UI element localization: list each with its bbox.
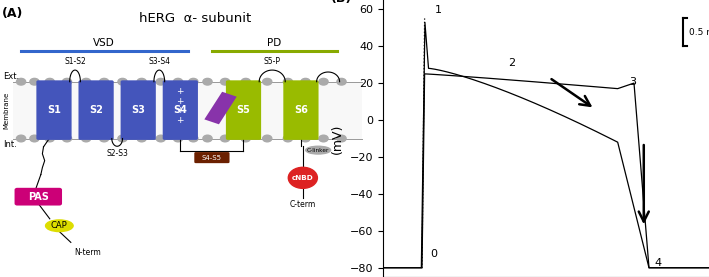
Circle shape <box>220 135 230 142</box>
Text: PAS: PAS <box>28 192 49 202</box>
Circle shape <box>137 78 146 85</box>
Text: S3-S4: S3-S4 <box>148 57 170 66</box>
Circle shape <box>262 135 272 142</box>
FancyBboxPatch shape <box>226 80 261 140</box>
Bar <box>13 82 362 138</box>
Text: cNBD: cNBD <box>292 175 313 181</box>
Text: S5-P: S5-P <box>264 57 281 66</box>
Text: PD: PD <box>267 39 281 48</box>
FancyBboxPatch shape <box>79 80 113 140</box>
Circle shape <box>82 78 91 85</box>
Ellipse shape <box>45 220 73 232</box>
Circle shape <box>289 167 318 188</box>
Text: S5: S5 <box>237 105 250 115</box>
Circle shape <box>220 78 230 85</box>
Circle shape <box>62 135 72 142</box>
FancyBboxPatch shape <box>163 80 198 140</box>
Text: Ext.: Ext. <box>3 72 19 81</box>
FancyBboxPatch shape <box>194 152 230 163</box>
Circle shape <box>174 135 183 142</box>
Text: S6: S6 <box>294 105 308 115</box>
Circle shape <box>319 78 328 85</box>
Text: +: + <box>177 106 184 115</box>
Circle shape <box>99 78 108 85</box>
Text: VSD: VSD <box>92 39 114 48</box>
Circle shape <box>262 78 272 85</box>
Circle shape <box>189 135 198 142</box>
Circle shape <box>301 78 310 85</box>
Text: Int.: Int. <box>3 140 17 149</box>
Text: C-linker: C-linker <box>307 148 330 153</box>
Circle shape <box>30 78 39 85</box>
Text: 4: 4 <box>654 258 661 268</box>
Polygon shape <box>204 92 237 124</box>
Circle shape <box>118 135 127 142</box>
Circle shape <box>99 135 108 142</box>
Circle shape <box>156 78 165 85</box>
Text: 1: 1 <box>435 5 442 15</box>
Text: C-term: C-term <box>290 200 316 209</box>
Text: S2-S3: S2-S3 <box>106 149 128 158</box>
Text: 3: 3 <box>630 77 637 87</box>
Text: S1: S1 <box>47 105 61 115</box>
Circle shape <box>137 135 146 142</box>
Circle shape <box>189 78 198 85</box>
Circle shape <box>337 78 346 85</box>
Text: (A): (A) <box>2 7 23 20</box>
Text: (B): (B) <box>330 0 352 5</box>
Text: hERG  α- subunit: hERG α- subunit <box>139 12 252 25</box>
Text: N-term: N-term <box>74 248 101 257</box>
Circle shape <box>337 135 346 142</box>
Text: 2: 2 <box>508 58 515 68</box>
Circle shape <box>118 78 127 85</box>
Text: S4: S4 <box>174 105 187 115</box>
Circle shape <box>30 135 39 142</box>
Text: S2: S2 <box>89 105 103 115</box>
Circle shape <box>156 135 165 142</box>
Circle shape <box>203 78 212 85</box>
Text: S1-S2: S1-S2 <box>65 57 86 66</box>
Circle shape <box>319 135 328 142</box>
Circle shape <box>284 135 293 142</box>
Text: CAP: CAP <box>51 221 68 230</box>
Circle shape <box>174 78 183 85</box>
Text: +: + <box>177 87 184 96</box>
Y-axis label: (mV): (mV) <box>331 123 344 154</box>
FancyBboxPatch shape <box>284 80 318 140</box>
Circle shape <box>241 78 250 85</box>
Text: Membrane: Membrane <box>3 91 9 129</box>
Text: +: + <box>177 116 184 125</box>
Circle shape <box>62 78 72 85</box>
Circle shape <box>82 135 91 142</box>
FancyBboxPatch shape <box>15 188 62 206</box>
Text: +: + <box>177 97 184 106</box>
Circle shape <box>45 135 55 142</box>
Circle shape <box>284 78 293 85</box>
Circle shape <box>45 78 55 85</box>
Circle shape <box>241 135 250 142</box>
Circle shape <box>203 135 212 142</box>
Text: 0: 0 <box>430 249 437 259</box>
Text: S4-S5: S4-S5 <box>202 155 222 161</box>
Ellipse shape <box>306 146 330 154</box>
Circle shape <box>16 135 26 142</box>
FancyBboxPatch shape <box>36 80 72 140</box>
FancyBboxPatch shape <box>121 80 156 140</box>
Text: 0.5 nA: 0.5 nA <box>688 28 709 37</box>
Circle shape <box>301 135 310 142</box>
Text: S3: S3 <box>131 105 145 115</box>
Circle shape <box>16 78 26 85</box>
